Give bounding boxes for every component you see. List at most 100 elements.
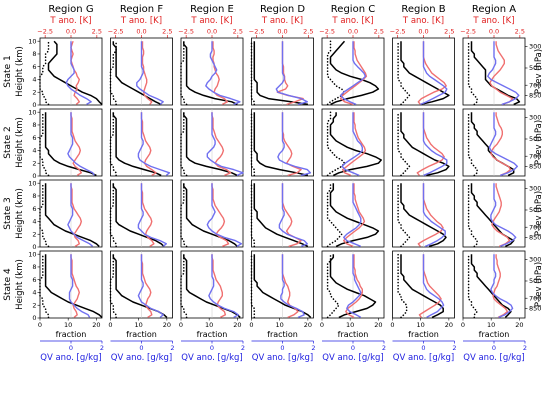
t-tick-label: −2.5	[390, 28, 406, 36]
qv-tick-label: 2	[311, 344, 315, 352]
state-label: State 3	[3, 197, 13, 229]
height-tick-label: 0	[32, 101, 36, 109]
qv-axis-label: QV ano. [g/kg]	[463, 353, 524, 363]
t-axis-label: T ano. [K]	[261, 16, 303, 26]
height-tick-label: 2	[32, 230, 36, 238]
height-tick-label: 0	[32, 172, 36, 180]
fraction-tick-label: 0	[108, 321, 112, 329]
fraction-tick-label: 20	[163, 321, 171, 329]
dotted-profile-line	[397, 253, 408, 319]
dotted-profile-line	[467, 253, 478, 319]
height-tick-label: 4	[32, 76, 36, 84]
plev-tick-label: 300	[529, 42, 541, 50]
height-tick-label: 2	[32, 159, 36, 167]
fraction-axis-label: fraction	[479, 330, 510, 339]
dotted-profile-line	[180, 253, 188, 319]
t-anomaly-line	[491, 183, 511, 248]
fraction-line	[400, 41, 450, 106]
qv-anomaly-line	[277, 112, 312, 177]
fraction-line	[470, 41, 521, 106]
qv-anomaly-line	[339, 41, 367, 106]
state-label: State 4	[3, 268, 13, 301]
region-title: Region A	[472, 4, 516, 15]
dotted-profile-line	[180, 111, 188, 177]
t-axis-label: T ano. [K]	[472, 16, 514, 26]
t-tick-label: −2.5	[319, 28, 335, 36]
height-tick-label: 10	[28, 179, 36, 187]
fraction-tick-label: 10	[64, 321, 72, 329]
fraction-line	[253, 183, 309, 248]
fraction-line	[329, 183, 380, 248]
qv-anomaly-line	[490, 254, 514, 319]
t-tick-label: −2.5	[178, 28, 194, 36]
region-title: Region C	[331, 4, 375, 15]
fraction-tick-label: 0	[390, 321, 394, 329]
fraction-line	[253, 41, 309, 106]
dotted-profile-line	[109, 111, 117, 177]
height-tick-label: 4	[32, 289, 36, 297]
qv-anomaly-line	[65, 41, 92, 106]
qv-tick-label: 2	[100, 344, 104, 352]
plev-tick-label: 300	[529, 113, 541, 121]
qv-anomaly-line	[487, 41, 520, 106]
height-tick-label: 6	[32, 205, 36, 213]
plev-tick-label: 500	[529, 277, 541, 285]
t-tick-label: 2.5	[92, 28, 102, 36]
height-tick-label: 4	[32, 147, 36, 155]
qv-anomaly-line	[206, 112, 244, 177]
qv-axis-label: QV ano. [g/kg]	[111, 353, 172, 363]
fraction-line	[183, 254, 241, 318]
t-anomaly-line	[492, 254, 509, 319]
height-tick-label: 2	[32, 301, 36, 309]
t-anomaly-line	[339, 41, 368, 106]
qv-anomaly-line	[488, 112, 518, 177]
dotted-profile-line	[250, 182, 256, 248]
fraction-line	[112, 183, 165, 247]
plev-tick-label: 700	[529, 294, 541, 302]
t-anomaly-line	[140, 112, 157, 176]
fraction-tick-label: 10	[205, 321, 213, 329]
plev-axis-label: P-lev (hPa)	[534, 120, 544, 165]
qv-anomaly-line	[67, 112, 95, 176]
fraction-tick-label: 10	[487, 321, 495, 329]
t-anomaly-line	[490, 112, 512, 177]
fraction-tick-label: 20	[304, 321, 312, 329]
dotted-profile-line	[467, 111, 478, 177]
t-tick-label: 0.0	[277, 28, 287, 36]
fraction-line	[400, 112, 450, 177]
fraction-line	[329, 40, 380, 106]
fraction-line	[112, 41, 162, 106]
fraction-tick-label: 10	[135, 321, 143, 329]
height-tick-label: 8	[32, 192, 36, 200]
state-label: State 1	[3, 55, 13, 87]
qv-anomaly-line	[343, 183, 362, 248]
qv-anomaly-line	[341, 112, 363, 177]
t-axis-label: T ano. [K]	[120, 16, 162, 26]
t-anomaly-line	[211, 183, 230, 248]
plev-axis-label: P-lev (hPa)	[534, 191, 544, 236]
t-tick-label: 2.5	[374, 28, 384, 36]
t-tick-label: 2.5	[162, 28, 172, 36]
plev-axis-label: P-lev (hPa)	[534, 49, 544, 94]
dotted-profile-line	[180, 182, 188, 248]
t-tick-label: −2.5	[460, 28, 476, 36]
dotted-profile-line	[326, 182, 343, 248]
height-tick-label: 6	[32, 276, 36, 284]
state-label: State 2	[3, 126, 13, 158]
fraction-tick-label: 0	[249, 321, 253, 329]
height-tick-label: 6	[32, 134, 36, 142]
plev-tick-label: 300	[529, 255, 541, 263]
t-tick-label: 0.0	[348, 28, 358, 36]
qv-tick-label: 0	[139, 344, 143, 352]
fraction-line	[183, 41, 238, 106]
fraction-line	[329, 254, 377, 319]
t-tick-label: 0.0	[418, 28, 428, 36]
t-axis-label: T ano. [K]	[402, 16, 444, 26]
qv-anomaly-line	[68, 254, 91, 318]
plev-tick-label: 500	[529, 64, 541, 72]
qv-anomaly-line	[137, 112, 171, 176]
t-anomaly-line	[140, 183, 155, 247]
height-tick-label: 0	[32, 243, 36, 251]
height-tick-label: 8	[32, 263, 36, 271]
